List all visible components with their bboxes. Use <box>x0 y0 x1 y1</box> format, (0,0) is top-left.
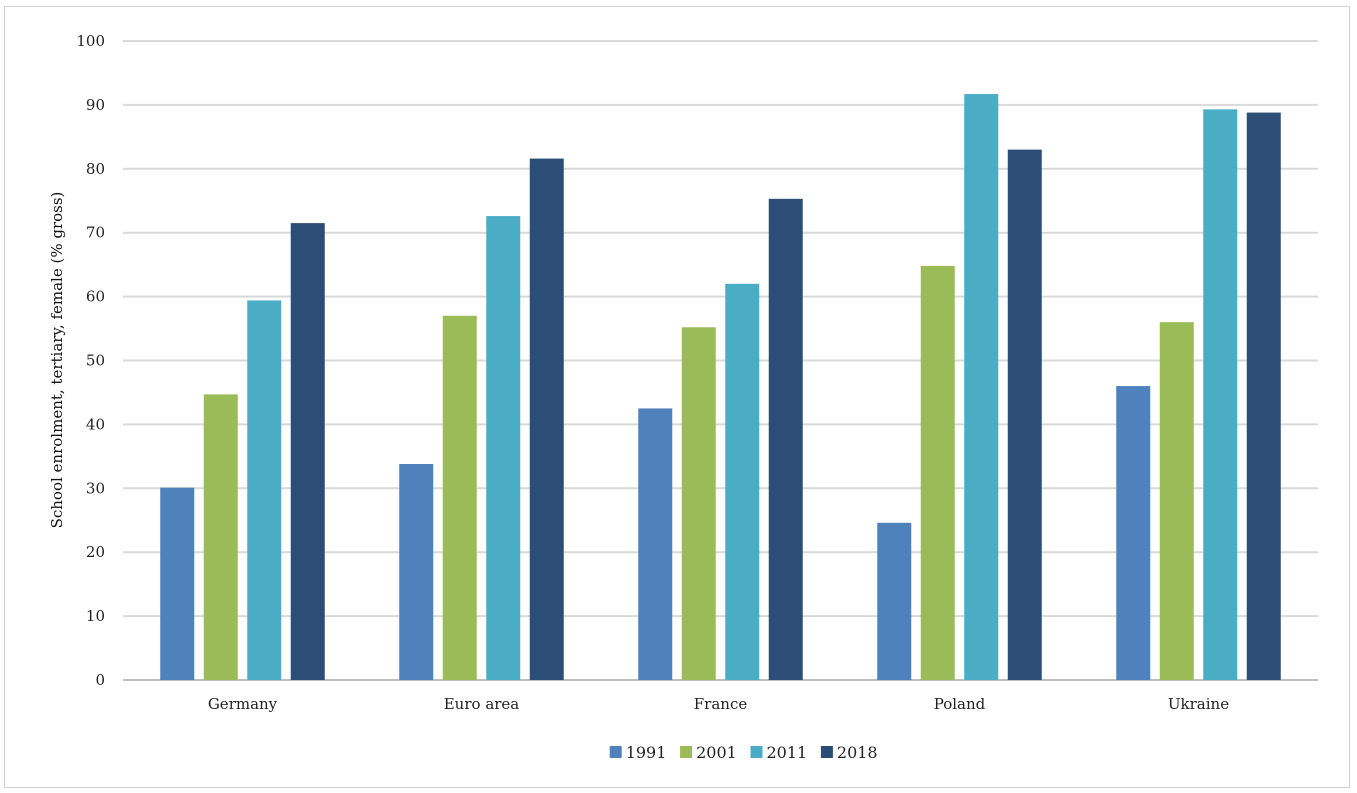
bar-1991 <box>1116 386 1151 680</box>
bar-2001 <box>920 265 955 680</box>
y-tick-label: 90 <box>86 96 105 114</box>
legend-label: 2001 <box>696 743 737 762</box>
legend-swatch-2001 <box>680 746 693 758</box>
y-tick-label: 30 <box>86 479 105 497</box>
bar-2001 <box>1159 322 1194 680</box>
legend-swatch-1991 <box>609 746 622 758</box>
x-category-label: Ukraine <box>1168 695 1229 713</box>
bar-2001 <box>681 327 716 680</box>
legend-label: 1991 <box>626 743 667 762</box>
y-tick-label: 80 <box>86 160 105 178</box>
bar-1991 <box>638 408 673 680</box>
legend: 1991 2001 2011 2018 <box>609 743 878 762</box>
legend-label: 2011 <box>767 743 808 762</box>
bar-2001 <box>203 394 238 680</box>
bar-2011 <box>964 94 999 681</box>
bar-2018 <box>290 223 325 681</box>
y-axis-ticks: 0 10 20 30 40 50 60 70 80 90 100 <box>76 32 105 689</box>
x-category-label: Poland <box>934 695 986 713</box>
y-tick-label: 20 <box>86 543 105 561</box>
bar-1991 <box>877 522 912 680</box>
bar-2011 <box>247 300 282 680</box>
bar-2011 <box>725 283 760 680</box>
y-axis-label: School enrolment, tertiary, female (% gr… <box>48 192 66 529</box>
y-tick-label: 10 <box>86 607 105 625</box>
y-tick-label: 50 <box>86 352 105 370</box>
bar-2018 <box>768 198 803 680</box>
bar-2011 <box>486 216 521 680</box>
y-tick-label: 100 <box>76 32 105 50</box>
bar-2018 <box>1007 149 1042 680</box>
bar-2018 <box>1246 112 1281 681</box>
y-tick-label: 0 <box>95 671 105 689</box>
bar-1991 <box>160 487 195 680</box>
bar-2018 <box>529 158 564 681</box>
bar-1991 <box>399 464 434 680</box>
bar-2011 <box>1203 109 1238 681</box>
y-tick-label: 40 <box>86 415 105 433</box>
legend-label: 2018 <box>837 743 878 762</box>
x-category-label: Germany <box>208 695 278 713</box>
legend-swatch-2018 <box>820 746 833 758</box>
x-category-label: France <box>694 695 748 713</box>
bar-2001 <box>442 315 477 680</box>
y-tick-label: 60 <box>86 288 105 306</box>
x-axis-categories: Germany Euro area France Poland Ukraine <box>208 695 1229 713</box>
legend-swatch-2011 <box>750 746 763 758</box>
bars <box>160 94 1281 681</box>
x-category-label: Euro area <box>444 695 520 713</box>
y-tick-label: 70 <box>86 224 105 242</box>
